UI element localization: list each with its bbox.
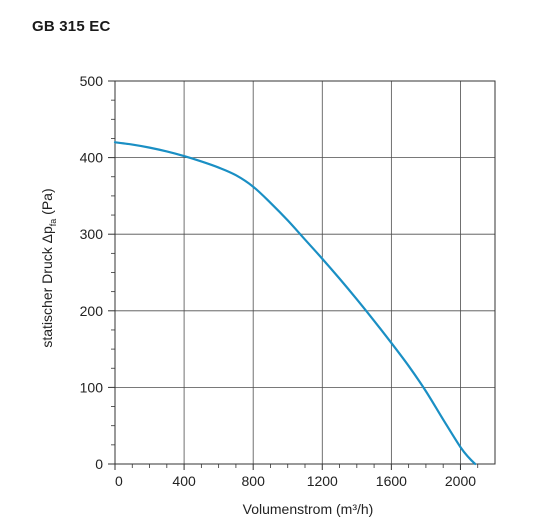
series-line xyxy=(113,141,477,466)
y-axis-label-text: statischer Druck Δp xyxy=(39,226,55,348)
x-tick-label: 400 xyxy=(172,473,196,489)
plot-frame xyxy=(114,80,496,465)
tick-labels: 0 100 200 300 400 500 0 400 800 1200 1600 2000 xyxy=(80,73,477,489)
chart-title: GB 315 EC xyxy=(32,18,111,35)
x-tick-label: 2000 xyxy=(445,473,476,489)
grid-lines xyxy=(115,81,495,464)
series-lines xyxy=(113,141,477,466)
axis-ticks xyxy=(108,80,479,470)
x-tick-label: 1600 xyxy=(376,473,407,489)
y-axis-label-unit: (Pa) xyxy=(39,188,55,218)
y-tick-label: 200 xyxy=(80,303,104,319)
plot-border xyxy=(114,80,496,465)
y-axis-label-subscript: fa xyxy=(48,219,58,227)
y-tick-label: 400 xyxy=(80,150,104,166)
y-tick-label: 500 xyxy=(80,73,104,89)
y-axis-label: statischer Druck Δpfa (Pa) xyxy=(39,188,58,347)
x-tick-label: 800 xyxy=(242,473,266,489)
x-tick-label: 1200 xyxy=(307,473,338,489)
x-tick-label: 0 xyxy=(115,473,123,489)
y-tick-label: 100 xyxy=(80,379,104,395)
x-axis-label: Volumenstrom (m³/h) xyxy=(243,501,374,517)
y-tick-label: 0 xyxy=(95,456,103,472)
y-tick-label: 300 xyxy=(80,226,104,242)
